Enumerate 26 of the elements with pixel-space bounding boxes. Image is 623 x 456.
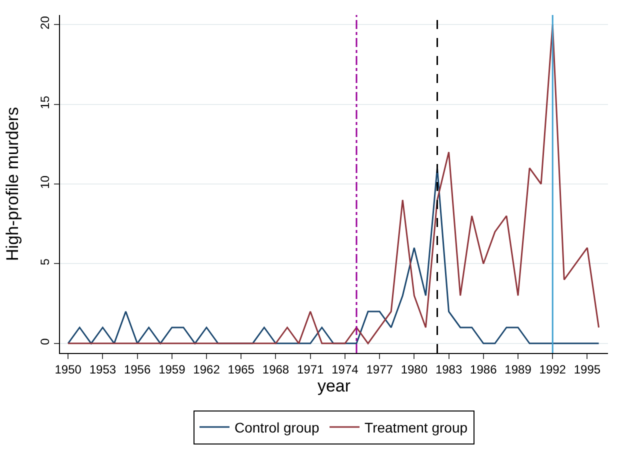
x-tick-label: 1977	[366, 362, 394, 376]
x-tick-label: 1986	[470, 362, 498, 376]
x-tick-label: 1995	[574, 362, 601, 376]
x-tick-label: 1983	[435, 362, 462, 376]
x-tick-label: 1989	[504, 362, 532, 376]
x-tick-label: 1950	[54, 362, 82, 376]
y-tick-label: 10	[38, 175, 52, 189]
x-tick-label: 1953	[89, 362, 116, 376]
x-tick-label: 1965	[228, 362, 255, 376]
x-axis-title: year	[317, 376, 351, 396]
y-axis-title: High-profile murders	[2, 107, 22, 261]
line-series	[67, 24, 600, 344]
y-tick-label: 5	[38, 258, 52, 266]
x-tick-label: 1971	[297, 362, 324, 376]
legend-label: Control group	[234, 420, 320, 436]
x-tick-label: 1962	[193, 362, 220, 376]
x-tick-label: 1959	[158, 362, 186, 376]
y-tick-label: 15	[38, 95, 52, 110]
x-tick-label: 1956	[124, 362, 151, 376]
legend-label: Treatment group	[364, 420, 468, 436]
x-tick-label: 1980	[400, 362, 428, 376]
x-tick-label: 1974	[332, 362, 359, 376]
y-tick-label: 0	[38, 338, 52, 345]
y-tick-label: 20	[38, 16, 52, 30]
x-tick-label: 1968	[262, 362, 290, 376]
x-tick-label: 1992	[539, 362, 566, 376]
